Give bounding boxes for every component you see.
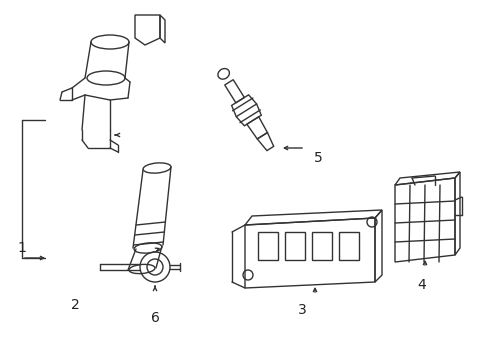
Text: 4: 4: [417, 278, 426, 292]
Bar: [311, 232, 331, 260]
Bar: [258, 232, 278, 260]
Text: 2: 2: [70, 298, 79, 312]
Text: 6: 6: [150, 311, 159, 325]
Bar: [285, 232, 305, 260]
Bar: [338, 232, 358, 260]
Text: 1: 1: [18, 241, 26, 255]
Text: 5: 5: [313, 151, 322, 165]
Text: 3: 3: [297, 303, 306, 317]
